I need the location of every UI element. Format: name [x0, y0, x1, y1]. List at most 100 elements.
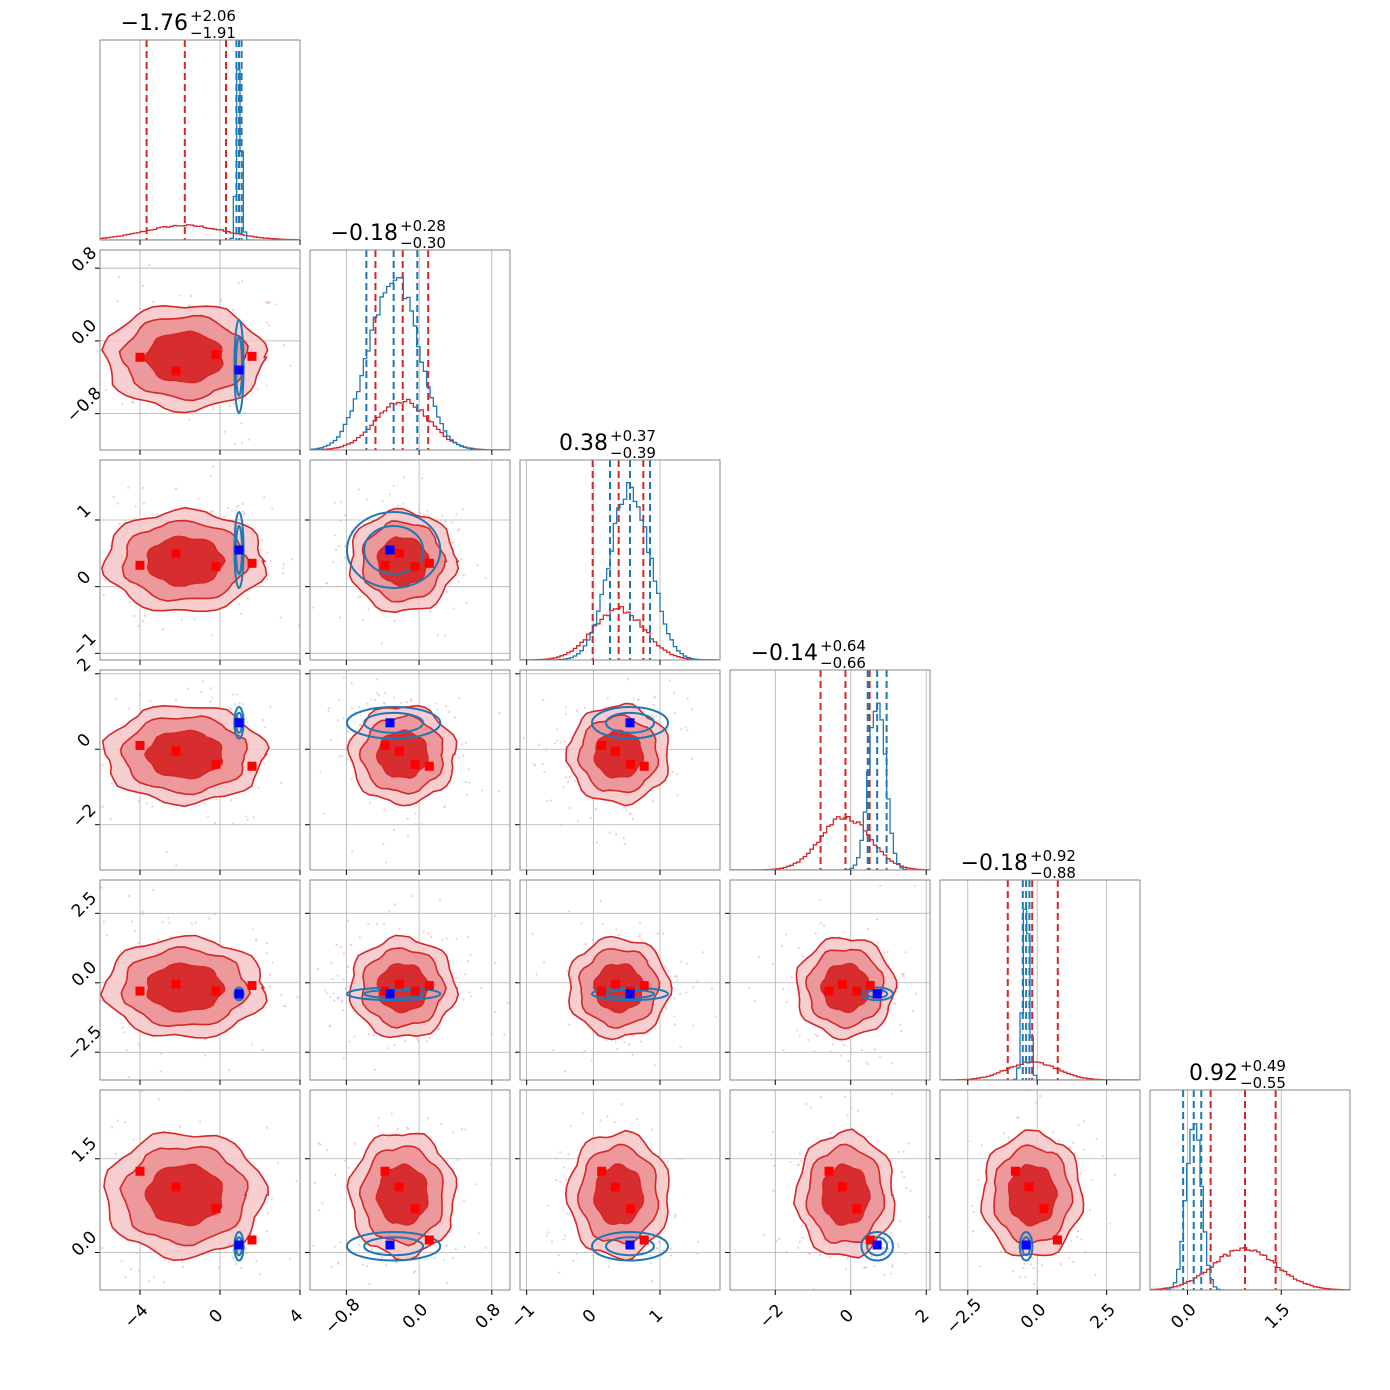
red-sample-point — [674, 975, 677, 978]
red-sample-point — [132, 401, 135, 404]
red-sample-point — [444, 634, 447, 637]
panel-5-3: −2 0 2 — [725, 1083, 934, 1332]
title-value: −0.18 — [961, 851, 1028, 876]
title-minus: −0.55 — [1240, 1074, 1286, 1092]
red-sample-point — [552, 1048, 555, 1052]
red-sample-point — [110, 782, 113, 785]
blue-sample-point — [556, 739, 559, 742]
red-sample-point — [95, 734, 97, 736]
red-sample-point — [49, 569, 51, 571]
red-sample-point — [1088, 1209, 1091, 1212]
red-sample-point — [358, 936, 361, 939]
red-sample-point — [1033, 1283, 1036, 1286]
red-sample-point — [832, 1083, 834, 1085]
blue-sample-point — [469, 995, 472, 998]
red-sample-point — [632, 1034, 635, 1037]
red-sample-point — [55, 317, 57, 319]
red-marker — [394, 1182, 404, 1192]
red-sample-point — [204, 1054, 207, 1057]
panel-frame — [99, 249, 301, 451]
red-marker — [394, 746, 404, 756]
red-sample-point — [210, 474, 213, 478]
red-sample-point — [265, 384, 268, 387]
red-sample-point — [608, 831, 612, 834]
blue-sample-point — [1018, 1276, 1021, 1279]
blue-sample-point — [377, 694, 380, 697]
red-sample-point — [901, 1170, 904, 1173]
blue-sample-point — [357, 1243, 360, 1246]
blue-sample-point — [345, 758, 348, 761]
blue-marker — [385, 718, 395, 728]
blue-sample-point — [904, 1252, 907, 1255]
red-sample-point — [1072, 1141, 1075, 1144]
blue-sample-point — [881, 1247, 885, 1250]
red-sample-point — [460, 557, 463, 561]
blue-sample-point — [345, 566, 348, 570]
red-sample-point — [589, 816, 592, 819]
red-sample-point — [263, 762, 266, 765]
panel-frame — [99, 1089, 301, 1291]
red-sample-point — [87, 995, 89, 997]
red-sample-point — [867, 1062, 870, 1066]
panel-2-0: 1 0 −1 — [49, 459, 301, 665]
red-sample-point — [190, 922, 193, 925]
red-sample-point — [123, 1121, 127, 1124]
red-sample-point — [899, 1023, 902, 1026]
red-sample-point — [800, 1224, 804, 1228]
title-minus: −0.88 — [1030, 864, 1076, 882]
red-sample-point — [157, 938, 160, 941]
red-sample-point — [937, 1225, 939, 1227]
red-sample-point — [672, 691, 676, 694]
red-sample-point — [559, 1151, 562, 1154]
red-sample-point — [601, 923, 604, 926]
x-tick-label: 1 — [646, 1306, 668, 1328]
red-sample-point — [162, 1281, 166, 1284]
blue-sample-point — [657, 1240, 661, 1243]
red-sample-point — [771, 962, 774, 966]
red-sample-point — [350, 707, 353, 710]
panel-frame — [729, 879, 931, 1081]
blue-sample-point — [234, 703, 237, 706]
blue-sample-point — [241, 441, 244, 444]
red-sample-point — [141, 284, 145, 287]
red-sample-point — [104, 578, 107, 581]
red-sample-point — [174, 698, 178, 701]
blue-sample-point — [337, 996, 340, 999]
red-sample-point — [678, 1158, 682, 1161]
red-sample-point — [326, 1148, 329, 1152]
blue-sample-point — [870, 1254, 873, 1258]
red-sample-point — [149, 699, 152, 702]
red-sample-point — [116, 1119, 119, 1122]
red-sample-point — [161, 921, 164, 924]
blue-histogram — [100, 69, 300, 240]
blue-sample-point — [655, 1246, 658, 1250]
red-sample-point — [329, 1024, 332, 1027]
panel-5-1: −0.8 0.0 0.8 — [305, 1089, 511, 1338]
red-sample-point — [977, 1179, 980, 1182]
red-sample-point — [141, 1090, 144, 1093]
x-tick-label: −1 — [507, 1301, 539, 1333]
red-sample-point — [584, 943, 587, 946]
red-sample-point — [546, 800, 549, 803]
blue-sample-point — [883, 1253, 886, 1257]
red-sample-point — [451, 1131, 455, 1134]
red-marker — [626, 1204, 636, 1214]
red-sample-point — [685, 962, 689, 965]
red-sample-point — [269, 705, 272, 708]
red-sample-point — [338, 699, 341, 702]
red-sample-point — [302, 1226, 304, 1228]
red-sample-point — [346, 965, 350, 968]
red-sample-point — [580, 1092, 582, 1094]
red-sample-point — [289, 364, 292, 367]
red-sample-point — [412, 1271, 416, 1274]
red-sample-point — [342, 978, 345, 981]
red-marker — [424, 761, 434, 771]
y-tick-label: 0.8 — [68, 243, 101, 276]
red-sample-point — [110, 1126, 114, 1129]
red-sample-point — [256, 387, 259, 390]
panel-frame — [309, 879, 511, 1081]
red-sample-point — [638, 933, 641, 936]
red-sample-point — [334, 548, 338, 551]
red-marker — [865, 981, 875, 991]
